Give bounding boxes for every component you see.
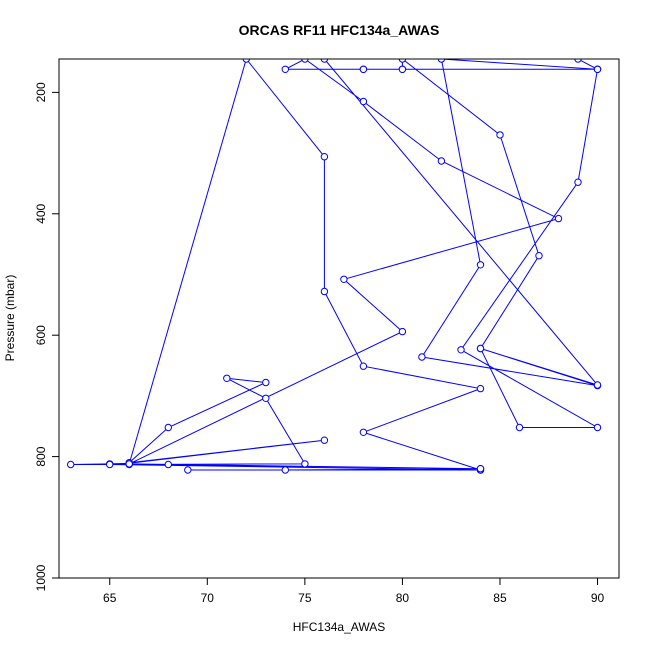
- y-tick-label: 400: [34, 203, 48, 223]
- data-point: [320, 287, 329, 296]
- data-point: [398, 65, 407, 74]
- data-point: [106, 460, 114, 469]
- data-point: [262, 378, 270, 387]
- data-point: [125, 460, 133, 468]
- data-point: [593, 423, 602, 432]
- x-axis-label: HFC134a_AWAS: [293, 620, 385, 634]
- data-point: [574, 178, 582, 186]
- data-point: [281, 466, 289, 474]
- data-point: [320, 436, 329, 444]
- data-point: [437, 157, 446, 165]
- data-point: [593, 65, 602, 74]
- x-axis: 65 70 75 80 85 90: [103, 577, 605, 605]
- data-point: [320, 59, 329, 63]
- y-axis: 200 400 600 800 1000: [34, 82, 60, 591]
- y-tick-label: 200: [34, 82, 48, 102]
- data-point: [340, 275, 348, 283]
- x-tick-label: 80: [396, 591, 410, 605]
- data-point: [574, 59, 582, 63]
- data-point: [359, 428, 368, 436]
- plot-area: [67, 59, 602, 474]
- x-tick-label: 85: [493, 591, 507, 605]
- chart-title: ORCAS RF11 HFC134a_AWAS: [239, 22, 440, 38]
- x-tick-label: 70: [201, 591, 215, 605]
- data-point: [320, 153, 329, 161]
- data-point: [554, 214, 563, 223]
- data-point: [515, 423, 524, 432]
- data-point: [535, 252, 543, 260]
- data-point: [164, 423, 173, 432]
- data-point: [398, 59, 407, 63]
- data-point: [359, 65, 368, 74]
- data-point: [418, 353, 426, 361]
- data-point: [476, 344, 485, 353]
- data-point: [242, 59, 250, 63]
- y-axis-label: Pressure (mbar): [3, 275, 17, 362]
- data-point: [281, 65, 289, 74]
- data-point: [476, 384, 485, 393]
- data-point: [164, 460, 173, 469]
- data-point: [476, 465, 485, 473]
- data-point: [301, 59, 309, 63]
- data-point: [359, 362, 368, 370]
- y-tick-label: 1000: [34, 564, 48, 591]
- x-tick-label: 90: [591, 591, 605, 605]
- y-tick-label: 600: [34, 325, 48, 345]
- data-point: [496, 131, 504, 139]
- data-point: [476, 261, 485, 269]
- data-point: [262, 394, 270, 402]
- data-point: [398, 327, 407, 336]
- data-point: [223, 374, 231, 382]
- data-point: [184, 466, 192, 474]
- series-line: [70, 59, 600, 471]
- data-point: [67, 460, 75, 469]
- x-tick-label: 65: [103, 591, 117, 605]
- data-point: [301, 460, 309, 468]
- data-point: [457, 346, 465, 354]
- y-tick-label: 800: [34, 446, 48, 466]
- x-tick-label: 75: [298, 591, 312, 605]
- data-point: [437, 59, 446, 63]
- data-point: [359, 97, 368, 106]
- data-point: [593, 381, 602, 389]
- plot-frame: [58, 58, 620, 579]
